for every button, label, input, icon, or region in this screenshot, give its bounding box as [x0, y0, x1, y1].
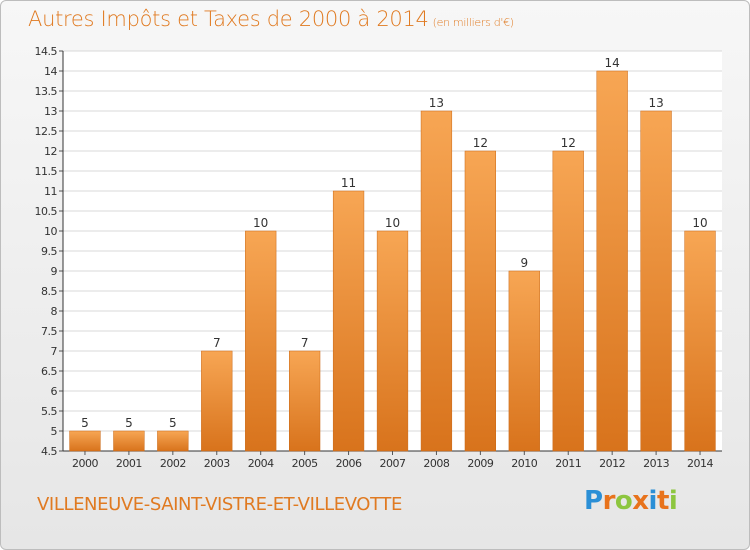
y-tick-label: 5	[51, 425, 58, 438]
y-tick-label: 12.5	[35, 125, 58, 138]
data-label: 10	[692, 216, 707, 230]
x-tick-label: 2001	[116, 457, 142, 470]
data-label: 5	[169, 416, 177, 430]
x-tick-label: 2009	[467, 457, 493, 470]
data-label: 7	[301, 336, 309, 350]
logo-letter: P	[584, 486, 603, 516]
x-tick-label: 2010	[511, 457, 537, 470]
location-name: VILLENEUVE-SAINT-VISTRE-ET-VILLEVOTTE	[37, 494, 402, 515]
data-label: 12	[561, 136, 576, 150]
x-tick-label: 2003	[204, 457, 230, 470]
y-tick-label: 6	[51, 385, 58, 398]
data-label: 12	[473, 136, 488, 150]
bar	[420, 110, 453, 452]
x-tick-label: 2005	[292, 457, 318, 470]
bar	[245, 230, 277, 452]
x-tick-label: 2013	[643, 457, 669, 470]
data-label: 11	[341, 176, 356, 190]
logo-letter: r	[602, 486, 616, 516]
bar	[332, 190, 365, 452]
x-tick-label: 2012	[599, 457, 625, 470]
y-tick-label: 13	[44, 105, 57, 118]
x-tick-label: 2002	[160, 457, 186, 470]
bar	[113, 430, 145, 452]
logo-letter: o	[614, 486, 633, 516]
y-tick-label: 7	[51, 345, 58, 358]
chart-title: Autres Impôts et Taxes de 2000 à 2014 (en…	[28, 7, 514, 31]
data-label: 14	[605, 56, 620, 70]
x-tick-label: 2006	[336, 457, 362, 470]
logo-letter: x	[632, 486, 649, 516]
bar	[201, 350, 233, 452]
data-label: 10	[253, 216, 268, 230]
y-tick-label: 4.5	[41, 445, 57, 458]
bar	[508, 270, 540, 452]
x-tick-label: 2011	[555, 457, 581, 470]
x-tick-label: 2000	[72, 457, 98, 470]
y-tick-label: 10.5	[35, 205, 58, 218]
data-label: 5	[125, 416, 133, 430]
chart-title-unit: (en milliers d'€)	[432, 16, 514, 29]
data-label: 13	[648, 96, 663, 110]
chart-title-text: Autres Impôts et Taxes de 2000 à 2014	[28, 7, 429, 31]
proxiti-logo: Proxiti	[584, 486, 678, 516]
y-tick-label: 11	[44, 185, 57, 198]
y-tick-label: 7.5	[41, 325, 57, 338]
data-label: 9	[520, 256, 528, 270]
bar	[289, 350, 321, 452]
y-tick-label: 8.5	[41, 285, 57, 298]
x-tick-label: 2014	[687, 457, 713, 470]
y-tick-label: 10	[44, 225, 57, 238]
y-tick-label: 6.5	[41, 365, 57, 378]
bar	[69, 430, 101, 452]
x-tick-label: 2004	[248, 457, 274, 470]
y-tick-label: 8	[51, 305, 58, 318]
data-label: 13	[429, 96, 444, 110]
data-label: 10	[385, 216, 400, 230]
bar	[157, 430, 189, 452]
bar	[640, 110, 672, 452]
y-tick-label: 12	[44, 145, 57, 158]
bar	[376, 230, 409, 452]
y-tick-label: 13.5	[35, 85, 58, 98]
logo-letter: i	[648, 486, 658, 516]
logo-letter: i	[668, 486, 678, 516]
bar	[464, 150, 496, 452]
x-tick-label: 2007	[380, 457, 406, 470]
x-tick-label: 2008	[423, 457, 449, 470]
y-tick-label: 9	[51, 265, 58, 278]
data-label: 7	[213, 336, 221, 350]
y-tick-label: 9.5	[41, 245, 57, 258]
y-tick-label: 14	[44, 65, 57, 78]
bar	[552, 150, 584, 452]
bar	[596, 70, 628, 452]
data-label: 5	[81, 416, 89, 430]
bar	[684, 230, 716, 452]
y-tick-label: 11.5	[35, 165, 58, 178]
logo-letter: t	[656, 486, 669, 516]
y-tick-label: 14.5	[35, 45, 58, 58]
y-tick-label: 5.5	[41, 405, 57, 418]
